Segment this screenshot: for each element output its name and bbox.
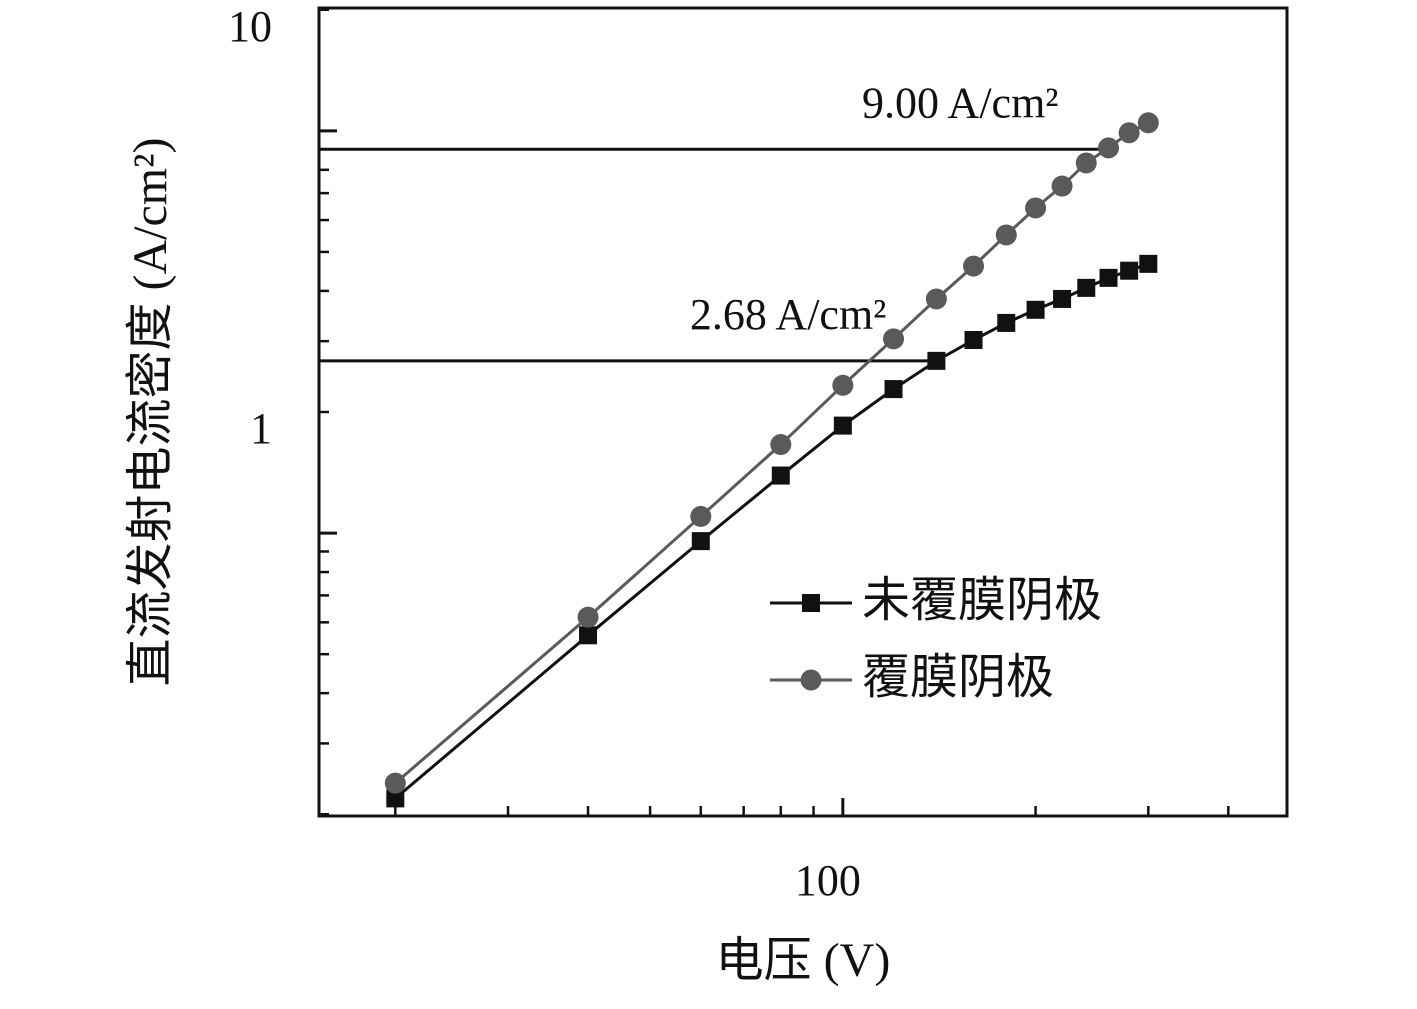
marker bbox=[1025, 197, 1047, 219]
marker bbox=[1077, 278, 1096, 297]
marker bbox=[1053, 289, 1072, 308]
marker bbox=[1139, 254, 1158, 273]
annotation-label: 9.00 A/cm² bbox=[862, 78, 1059, 127]
legend-label: 覆膜阴极 bbox=[862, 651, 1054, 704]
marker bbox=[833, 416, 852, 435]
marker bbox=[1051, 175, 1073, 197]
marker bbox=[927, 351, 946, 370]
marker bbox=[691, 532, 710, 551]
marker bbox=[577, 606, 599, 628]
marker bbox=[1099, 268, 1118, 287]
marker bbox=[995, 224, 1017, 246]
marker bbox=[832, 374, 854, 396]
marker bbox=[386, 789, 405, 808]
marker bbox=[771, 466, 790, 485]
marker bbox=[1026, 300, 1045, 319]
marker bbox=[690, 505, 712, 527]
y-tick-label: 10 bbox=[228, 2, 272, 51]
marker bbox=[997, 313, 1016, 332]
marker bbox=[1137, 112, 1159, 134]
marker bbox=[1098, 137, 1120, 159]
annotation-label: 2.68 A/cm² bbox=[690, 290, 887, 339]
marker bbox=[1118, 122, 1140, 144]
x-axis-label: 电压 (V) bbox=[716, 934, 891, 987]
marker bbox=[925, 288, 947, 310]
legend-marker bbox=[802, 594, 820, 612]
legend-label: 未覆膜阴极 bbox=[862, 574, 1102, 627]
marker bbox=[1120, 261, 1139, 280]
marker bbox=[1075, 152, 1097, 174]
marker bbox=[964, 330, 983, 349]
x-tick-label: 100 bbox=[795, 856, 861, 905]
marker bbox=[883, 328, 905, 350]
marker bbox=[963, 255, 985, 277]
marker bbox=[770, 434, 792, 456]
y-tick-label: 1 bbox=[250, 404, 272, 453]
series-line bbox=[394, 262, 1149, 800]
legend-marker bbox=[800, 669, 822, 691]
marker bbox=[579, 626, 598, 645]
marker bbox=[384, 772, 406, 794]
y-axis-label: 直流发射电流密度 (A/cm²) bbox=[124, 137, 177, 686]
marker bbox=[884, 380, 903, 399]
